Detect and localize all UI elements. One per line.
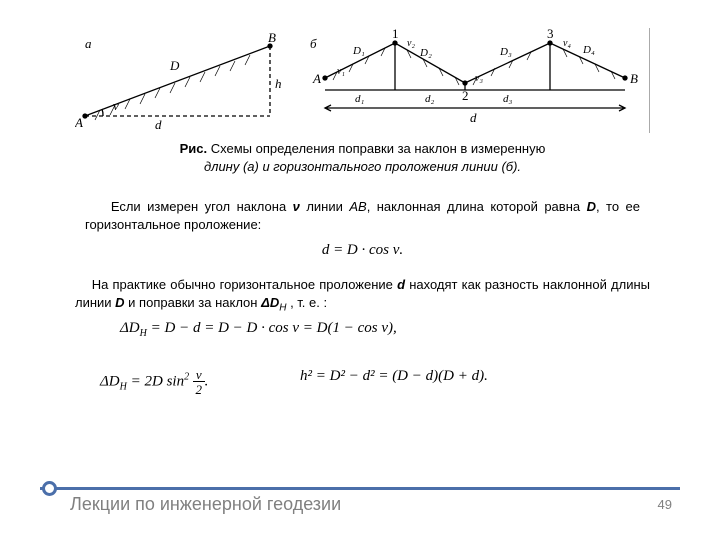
footer-line: [40, 487, 680, 490]
label-A: A: [75, 115, 83, 130]
figure-diagram: а ν D h d A B б: [75, 28, 650, 133]
svg-text:d₂: d₂: [425, 93, 435, 105]
svg-text:D₄: D₄: [582, 44, 595, 56]
equation-1: d = D · cos ν.: [75, 242, 650, 259]
footer-bullet-icon: [42, 481, 57, 496]
label-h: h: [275, 76, 282, 91]
paragraph-2: На практике обычно горизонтальное пролож…: [75, 276, 650, 316]
svg-text:ν₂: ν₂: [407, 38, 415, 49]
label-b: б: [310, 36, 317, 51]
svg-text:2: 2: [462, 88, 469, 103]
svg-text:ν₃: ν₃: [475, 73, 483, 84]
label-v: ν: [113, 98, 119, 113]
label-d: d: [155, 117, 162, 132]
svg-text:d₃: d₃: [503, 93, 513, 105]
svg-text:d₁: d₁: [355, 93, 365, 105]
page-number: 49: [658, 497, 672, 512]
svg-text:D₃: D₃: [499, 46, 512, 58]
equation-2: ΔDH = D − d = D − D · cos ν = D(1 − cos …: [120, 320, 650, 339]
svg-text:ν₁: ν₁: [337, 66, 345, 77]
paragraph-1: Если измерен угол наклона ν линии АВ, на…: [85, 198, 640, 234]
figure-caption: Рис. Схемы определения поправки за накло…: [75, 140, 650, 175]
svg-text:3: 3: [547, 28, 554, 41]
label-B: B: [268, 30, 276, 45]
caption-prefix: Рис.: [180, 141, 208, 156]
label-a: а: [85, 36, 92, 51]
svg-text:B: B: [630, 71, 638, 86]
footer-title: Лекции по инженерной геодезии: [70, 494, 341, 515]
svg-text:D₁: D₁: [352, 45, 365, 57]
label-D: D: [169, 58, 180, 73]
svg-text:1: 1: [392, 28, 399, 41]
label-d-total: d: [470, 110, 477, 125]
equation-3: ΔDH = 2D sin2 ν2. h² = D² − d² = (D − d)…: [100, 360, 650, 396]
svg-text:A: A: [312, 71, 321, 86]
svg-text:D₂: D₂: [419, 47, 432, 59]
svg-text:ν₄: ν₄: [563, 38, 571, 49]
